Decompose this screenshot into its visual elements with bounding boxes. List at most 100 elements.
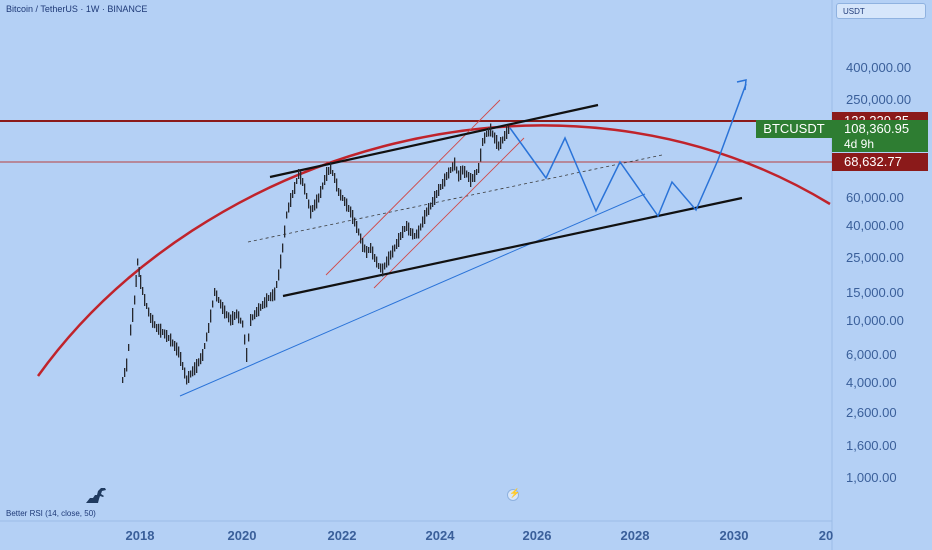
candle [238, 311, 240, 324]
candle [384, 262, 386, 270]
candle [134, 295, 136, 305]
candle [432, 197, 434, 207]
candle [490, 123, 492, 137]
bar-countdown: 4d 9h [832, 136, 928, 152]
candle [184, 367, 186, 379]
candle [248, 333, 250, 342]
candle [336, 178, 338, 192]
candle [494, 132, 496, 144]
candle [200, 353, 202, 365]
price-tick-label: 1,000.00 [846, 470, 897, 485]
candle [396, 239, 398, 249]
candle [214, 288, 216, 296]
channel-midline[interactable] [247, 154, 663, 243]
candle [236, 309, 238, 319]
long-trend-line[interactable] [179, 193, 646, 397]
price-tick-label: 400,000.00 [846, 60, 912, 76]
candle [434, 191, 436, 205]
candle [372, 246, 374, 260]
price-tick-label: 250,000.00 [846, 92, 912, 108]
candle [352, 210, 354, 224]
candle [280, 254, 282, 269]
candle [132, 308, 134, 322]
candle [128, 344, 130, 351]
flash-icon[interactable] [507, 488, 520, 501]
channel-upper-line[interactable] [269, 103, 599, 179]
candle [484, 132, 486, 144]
candle [476, 169, 478, 175]
candle [262, 301, 264, 309]
price-tick-label: 10,000.00 [846, 312, 904, 328]
channel-lower-line[interactable] [282, 196, 743, 298]
candle [458, 170, 460, 182]
chart-title: Bitcoin / TetherUS · 1W · BINANCE [6, 4, 148, 14]
red-channel-upper[interactable] [325, 99, 501, 276]
candle [140, 275, 142, 289]
candle [386, 256, 388, 268]
candle [124, 368, 126, 377]
candle [162, 329, 164, 335]
candle [296, 178, 298, 184]
candle [208, 323, 210, 333]
candle [320, 186, 322, 198]
candle [390, 250, 392, 260]
candle [152, 314, 154, 328]
candle [264, 297, 266, 309]
projection-path[interactable] [509, 83, 747, 218]
time-tick-label: 2022 [327, 528, 357, 543]
candle [300, 171, 302, 185]
candle [166, 330, 168, 342]
candle [462, 165, 464, 175]
candle [460, 166, 462, 180]
candle [254, 310, 256, 320]
candle [394, 244, 396, 252]
candle [258, 303, 260, 317]
currency-selector[interactable]: USDT [836, 3, 926, 19]
candle [220, 299, 222, 309]
candle [270, 292, 272, 302]
candle [137, 258, 139, 266]
dinosaur-logo-icon[interactable] [84, 486, 108, 504]
candle [380, 263, 382, 273]
candle [334, 173, 336, 183]
candle [480, 148, 482, 162]
time-tick-label: 20 [818, 528, 834, 543]
parabolic-arc[interactable] [36, 124, 831, 377]
candle [250, 314, 252, 326]
candle [256, 307, 258, 317]
candle [482, 138, 484, 146]
candle [158, 323, 160, 335]
candle [488, 127, 490, 137]
candle [424, 210, 426, 224]
candle [288, 202, 290, 213]
candle [150, 313, 152, 323]
candle [328, 167, 330, 175]
candle [244, 334, 246, 345]
candle [302, 178, 304, 186]
price-candles [122, 123, 510, 385]
candle [246, 348, 248, 362]
candle [222, 302, 224, 314]
candle [282, 243, 284, 253]
indicator-label[interactable]: Better RSI (14, close, 50) [6, 509, 96, 518]
candle [448, 167, 450, 179]
candle [442, 179, 444, 189]
price-tick-label: 40,000.00 [846, 217, 904, 233]
candle [502, 136, 504, 144]
candle [414, 233, 416, 239]
candle [440, 184, 442, 190]
candle [318, 193, 320, 203]
candle [212, 300, 214, 308]
candle [492, 130, 494, 138]
candle [506, 125, 508, 139]
candle [306, 193, 308, 199]
candle [416, 229, 418, 239]
candle [308, 199, 310, 209]
candle [290, 193, 292, 207]
candle [362, 238, 364, 252]
candle [135, 275, 137, 287]
red-channel-lower[interactable] [373, 137, 525, 289]
candle [444, 173, 446, 187]
